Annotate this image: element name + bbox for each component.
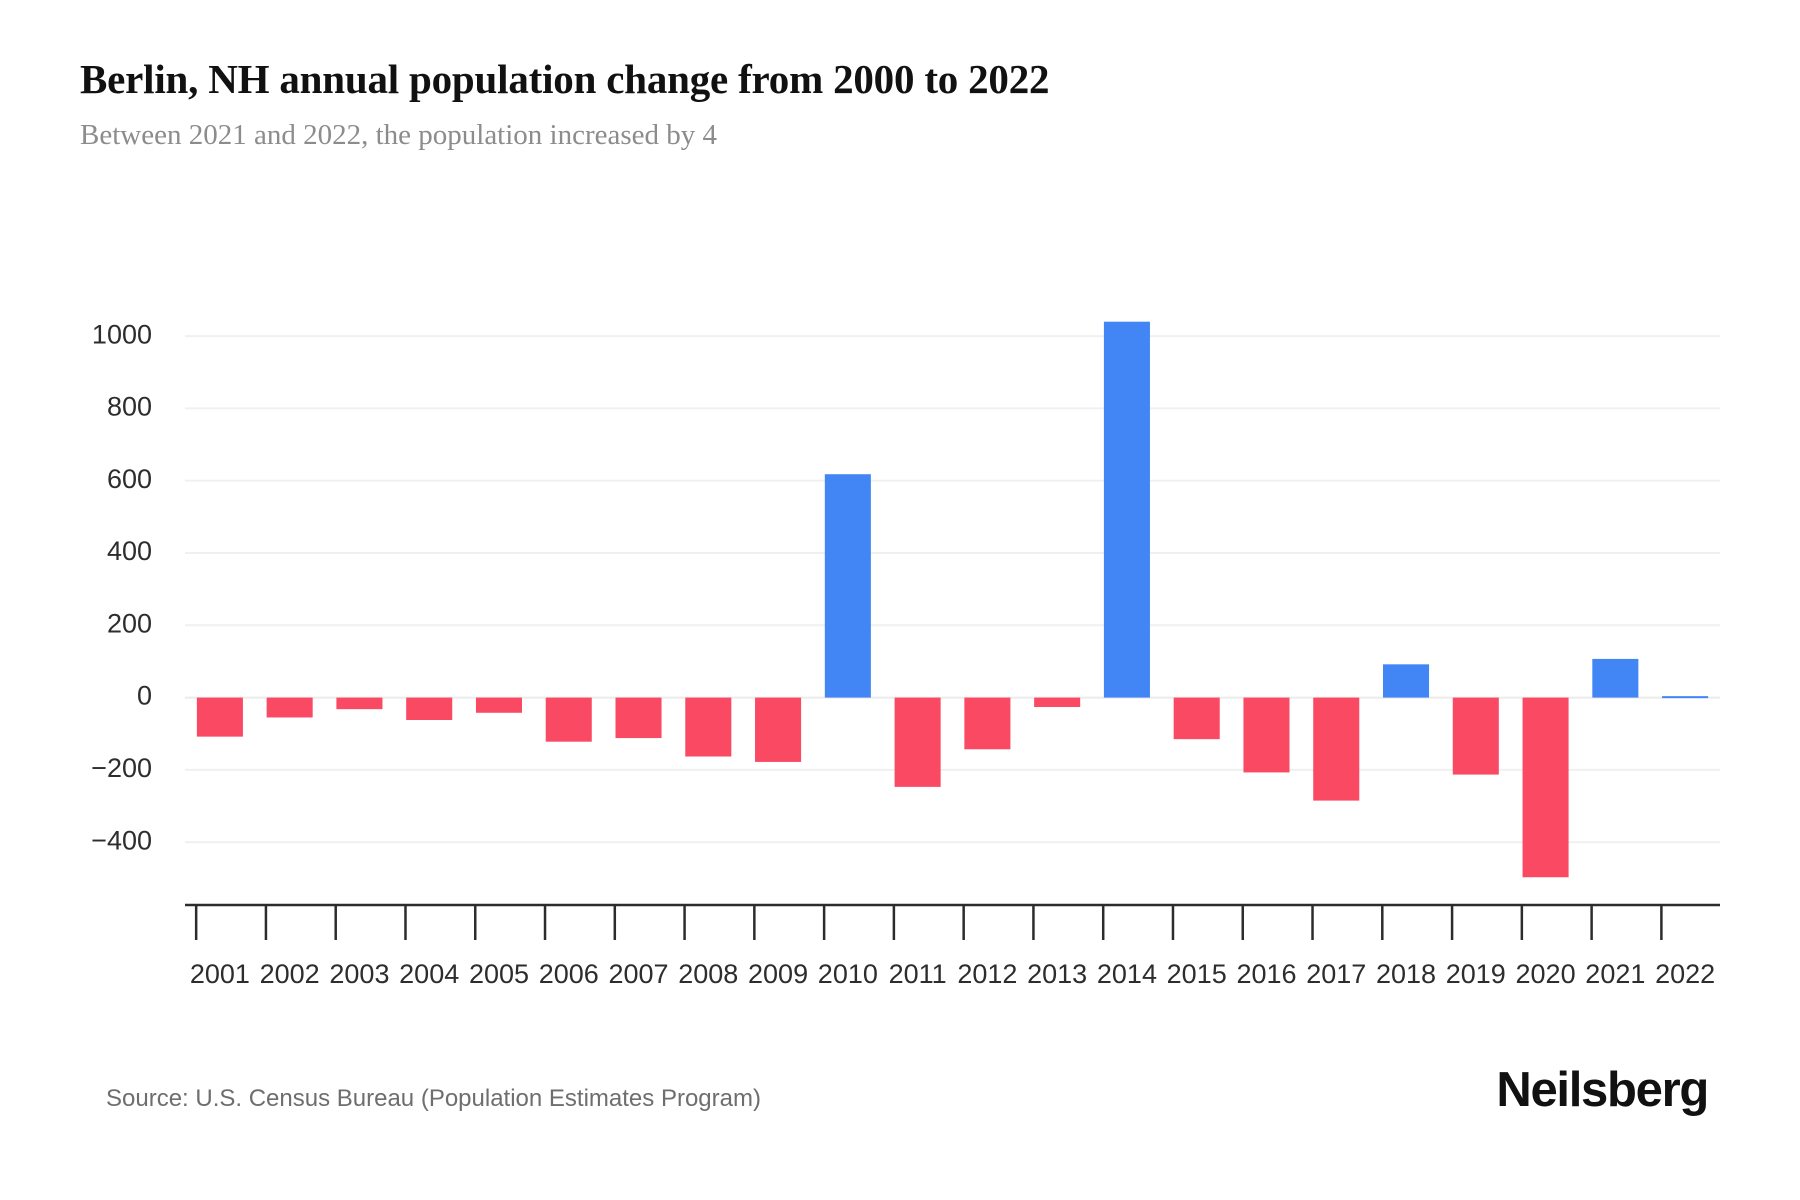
- y-axis-tick-label: 200: [107, 608, 152, 638]
- chart-header: Berlin, NH annual population change from…: [80, 56, 1720, 152]
- bar[interactable]: [475, 697, 523, 713]
- bar[interactable]: [685, 697, 732, 757]
- y-axis-tick-label: 1000: [92, 319, 152, 349]
- y-axis-tick-label: −200: [91, 753, 152, 783]
- bar[interactable]: [406, 697, 453, 720]
- x-axis-tick-label: 2013: [1027, 959, 1087, 989]
- bar[interactable]: [964, 697, 1011, 750]
- y-axis-tick-label: 0: [137, 681, 152, 711]
- x-axis-tick-label: 2015: [1167, 959, 1227, 989]
- bar[interactable]: [1522, 697, 1569, 878]
- x-axis-tick-label: 2001: [190, 959, 250, 989]
- x-axis-tick-label: 2017: [1306, 959, 1366, 989]
- x-axis-tick-label: 2005: [469, 959, 529, 989]
- bar[interactable]: [336, 697, 383, 710]
- x-axis-tick-label: 2009: [748, 959, 808, 989]
- x-axis-tick-label: 2019: [1446, 959, 1506, 989]
- y-axis-tick-label: 400: [107, 536, 152, 566]
- bar[interactable]: [1662, 696, 1709, 699]
- bars: [196, 321, 1709, 878]
- x-axis-tick-label: 2022: [1655, 959, 1715, 989]
- x-axis-tick-label: 2010: [818, 959, 878, 989]
- x-axis-tick-label: 2004: [399, 959, 459, 989]
- x-axis-tick-label: 2018: [1376, 959, 1436, 989]
- x-axis-tick-label: 2016: [1236, 959, 1296, 989]
- source-note: Source: U.S. Census Bureau (Population E…: [106, 1085, 761, 1112]
- bar[interactable]: [755, 697, 802, 762]
- x-axis-tick-label: 2003: [329, 959, 389, 989]
- bar[interactable]: [1592, 658, 1639, 698]
- x-axis-tick-label: 2012: [957, 959, 1017, 989]
- x-axis-tick-label: 2021: [1585, 959, 1645, 989]
- y-axis: −400 −200 0 200 400 600 800 1000: [91, 319, 152, 855]
- y-axis-tick-label: 600: [107, 464, 152, 494]
- x-axis-tick-label: 2007: [608, 959, 668, 989]
- x-axis-tick-label: 2014: [1097, 959, 1157, 989]
- page-title: Berlin, NH annual population change from…: [80, 56, 1050, 102]
- bar[interactable]: [266, 697, 313, 718]
- brand-logo: Neilsberg: [1496, 1063, 1709, 1117]
- chart-subtitle: Between 2021 and 2022, the population in…: [80, 118, 718, 151]
- x-axis-tick-label: 2002: [260, 959, 320, 989]
- bar[interactable]: [1173, 697, 1220, 740]
- bar[interactable]: [615, 697, 662, 739]
- gridlines: [185, 335, 1720, 844]
- bar[interactable]: [824, 474, 871, 698]
- bar[interactable]: [1313, 697, 1360, 801]
- x-axis-tick-label: 2008: [678, 959, 738, 989]
- bar[interactable]: [196, 697, 243, 737]
- y-axis-tick-label: −400: [91, 825, 152, 855]
- x-axis-tick-label: 2011: [889, 959, 947, 989]
- bar[interactable]: [1103, 321, 1150, 698]
- bar[interactable]: [1034, 697, 1081, 707]
- bar[interactable]: [1452, 697, 1499, 775]
- bar[interactable]: [1243, 697, 1290, 773]
- bar[interactable]: [894, 697, 941, 787]
- x-axis-tick-label: 2006: [539, 959, 599, 989]
- x-axis-tick-label: 2020: [1516, 959, 1576, 989]
- bar[interactable]: [1382, 664, 1430, 698]
- bar[interactable]: [545, 697, 592, 742]
- x-axis: 2001 2002 2003 2004 2005 2006 2007 2008 2009 2010…: [185, 903, 1720, 989]
- y-axis-tick-label: 800: [107, 392, 152, 422]
